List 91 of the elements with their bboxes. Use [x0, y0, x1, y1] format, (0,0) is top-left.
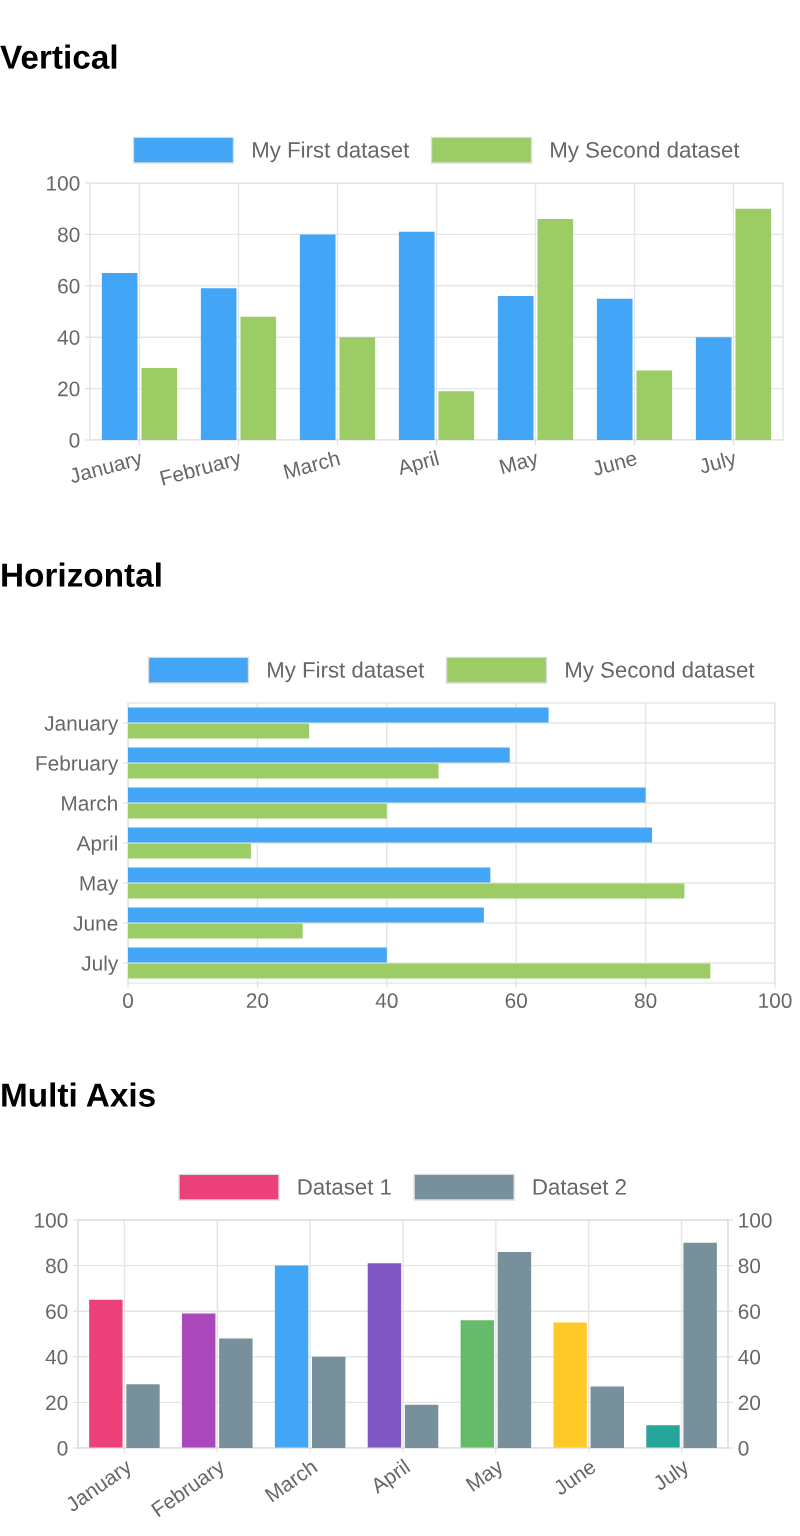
bar	[497, 1251, 532, 1448]
bar	[141, 368, 178, 440]
bar	[460, 1320, 494, 1448]
x-tick-label: 20	[246, 993, 269, 1009]
y-tick-label: 0	[57, 1441, 68, 1456]
y-tick-label: 20	[58, 381, 80, 397]
bar	[200, 288, 237, 440]
bar	[128, 723, 310, 739]
bar	[126, 1384, 160, 1448]
bar	[646, 1425, 680, 1448]
bar	[128, 827, 653, 843]
x-tick-label: February	[159, 449, 244, 490]
bar	[128, 963, 711, 979]
bar	[219, 1338, 253, 1448]
bar	[128, 867, 491, 883]
bar	[128, 747, 510, 763]
x-tick-label: 40	[375, 993, 398, 1009]
y2-tick-label: 40	[738, 1349, 761, 1365]
y-tick-label: 0	[69, 433, 80, 448]
x-tick-label: April	[396, 450, 441, 480]
x-tick-label: June	[552, 1458, 597, 1496]
x-tick-label: July	[698, 449, 739, 478]
bar	[128, 907, 484, 923]
y-tick-label: January	[44, 716, 119, 735]
x-tick-label: May	[465, 1458, 507, 1496]
x-tick-label: 100	[759, 993, 792, 1009]
bar	[101, 272, 138, 440]
x-tick-label: June	[591, 450, 638, 477]
y-tick-label: 100	[35, 1213, 68, 1228]
x-tick-label: May	[499, 450, 541, 479]
bar	[128, 787, 646, 803]
legend-label: My First dataset	[268, 661, 425, 683]
bar	[438, 391, 475, 440]
chart-title: Multi Axis	[2, 1082, 155, 1107]
y-tick-label: June	[73, 916, 118, 931]
y2-tick-label: 0	[738, 1441, 749, 1456]
y-tick-label: 100	[47, 176, 80, 191]
x-tick-label: 0	[123, 993, 133, 1009]
bar	[240, 316, 277, 440]
y-tick-label: 40	[45, 1349, 68, 1365]
bar	[590, 1386, 624, 1448]
bar	[553, 1322, 587, 1448]
chart-title: Horizontal	[2, 562, 161, 587]
bar	[497, 296, 534, 440]
bar	[128, 923, 303, 939]
y2-tick-label: 100	[739, 1213, 772, 1228]
y-tick-label: 20	[46, 1395, 68, 1411]
y-tick-label: 60	[58, 278, 80, 294]
bar	[636, 370, 673, 440]
bar	[128, 843, 251, 859]
bar	[404, 1404, 439, 1448]
bar	[128, 803, 387, 819]
x-tick-label: 60	[505, 993, 527, 1009]
bar	[339, 337, 376, 440]
bar	[182, 1313, 216, 1448]
chart-title: Vertical	[0, 44, 117, 69]
x-tick-label: March	[283, 450, 341, 480]
bar	[596, 298, 633, 440]
y-tick-label: May	[80, 876, 119, 895]
bar	[537, 218, 574, 440]
y-tick-label: 80	[46, 1258, 68, 1274]
bar	[128, 707, 549, 723]
legend-label: My First dataset	[253, 141, 410, 163]
y-tick-label: July	[81, 955, 119, 975]
bar	[128, 763, 439, 779]
y-tick-label: April	[76, 835, 117, 855]
x-tick-label: 80	[634, 993, 657, 1009]
bar	[683, 1242, 717, 1448]
bar	[312, 1356, 346, 1448]
bar	[89, 1299, 123, 1448]
bar	[398, 231, 435, 440]
y2-tick-label: 80	[738, 1258, 761, 1274]
bar	[128, 947, 387, 963]
y2-tick-label: 20	[738, 1395, 761, 1411]
x-tick-label: July	[651, 1457, 693, 1495]
y2-tick-label: 60	[738, 1304, 761, 1319]
legend-label: My Second dataset	[551, 141, 740, 163]
legend-label: Dataset 2	[533, 1179, 626, 1195]
legend-label: Dataset 1	[298, 1179, 391, 1195]
y-tick-label: 60	[46, 1304, 68, 1319]
bar	[735, 208, 772, 440]
bar	[128, 883, 685, 899]
bar	[695, 337, 732, 440]
y-tick-label: February	[36, 755, 119, 775]
bar	[299, 234, 336, 440]
y-tick-label: 80	[58, 227, 80, 243]
y-tick-label: 40	[57, 330, 80, 345]
bar	[274, 1265, 309, 1448]
y-tick-label: March	[62, 795, 117, 811]
bar	[367, 1263, 402, 1448]
legend-label: My Second dataset	[566, 661, 755, 683]
